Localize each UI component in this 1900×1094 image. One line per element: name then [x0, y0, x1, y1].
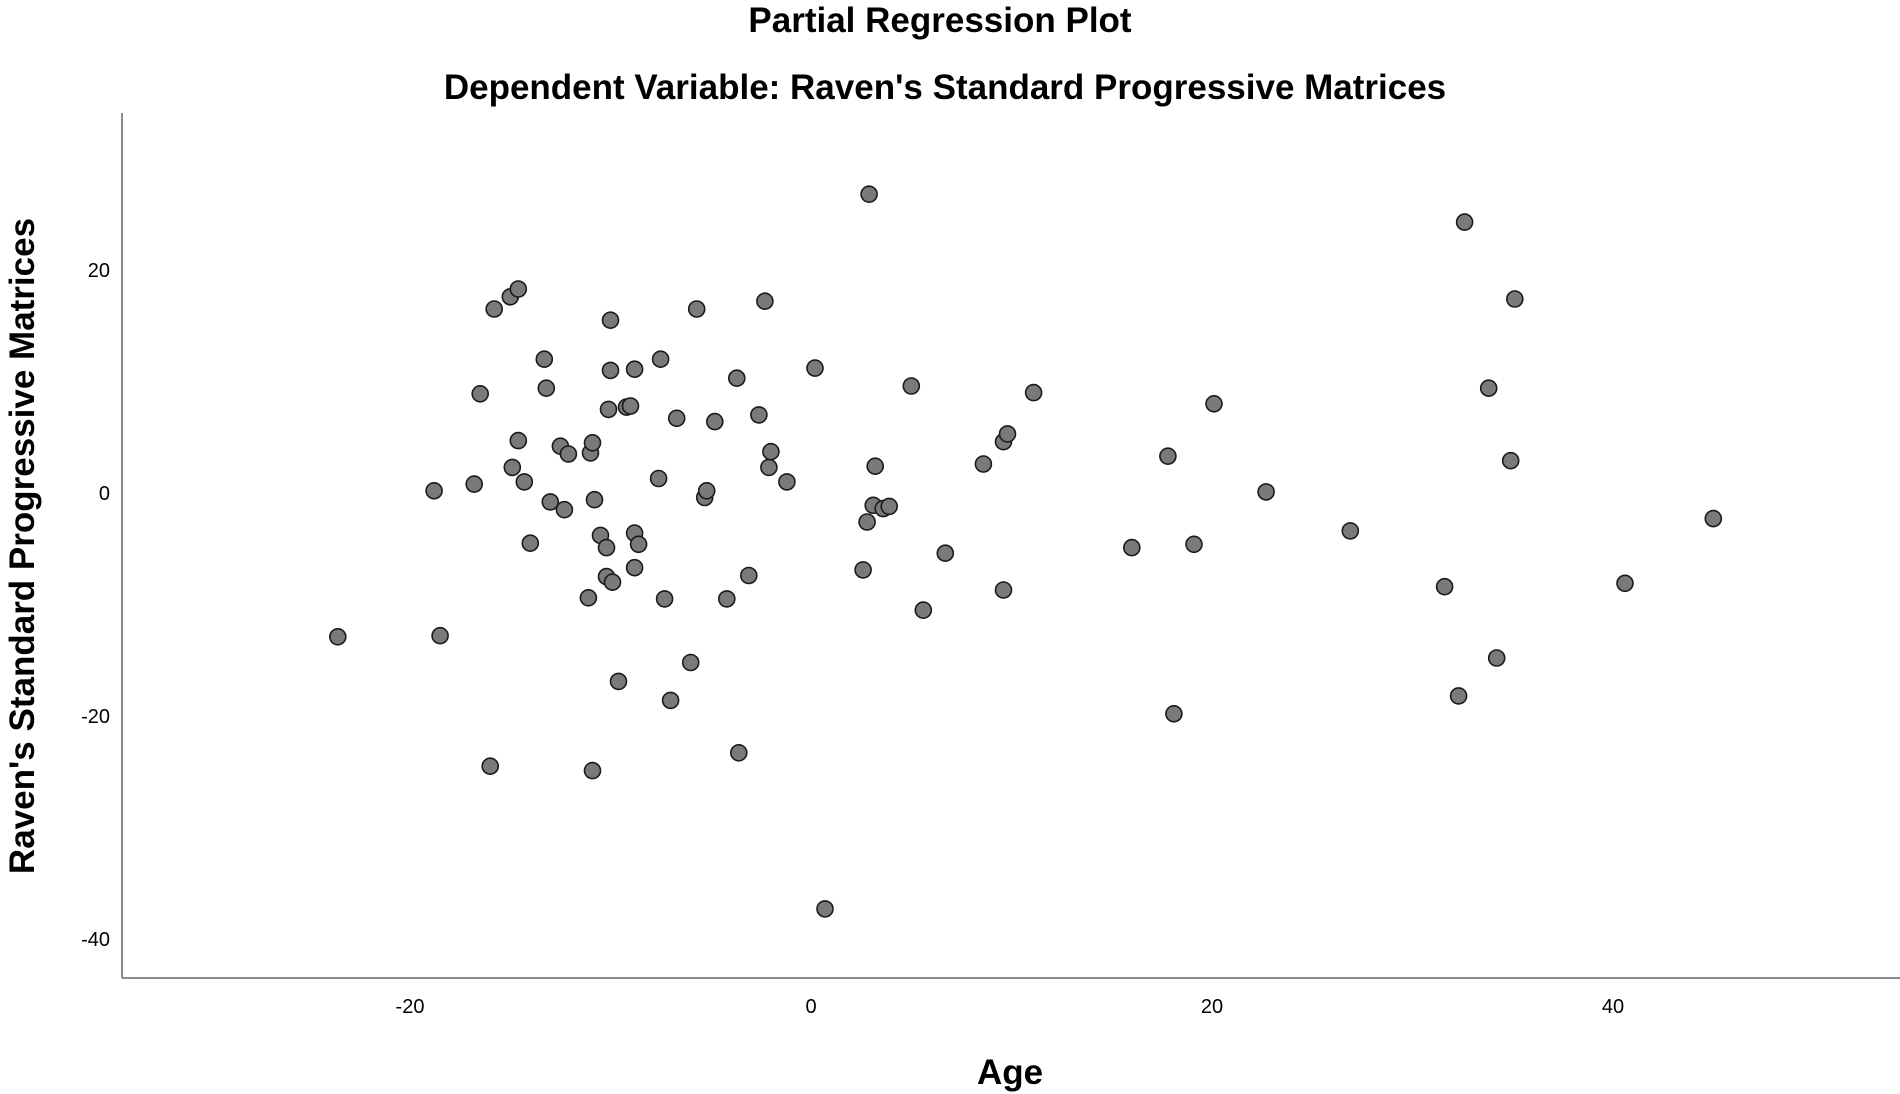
data-point: [1449, 687, 1468, 705]
chart-subtitle: Dependent Variable: Raven's Standard Pro…: [444, 68, 1446, 107]
data-point: [974, 455, 993, 473]
data-point: [629, 535, 648, 554]
data-point: [661, 691, 680, 710]
x-tick-label: -20: [396, 996, 425, 1018]
data-point: [914, 601, 933, 619]
x-axis-label: Age: [977, 1053, 1043, 1092]
data-point: [485, 300, 504, 318]
data-point: [756, 292, 774, 311]
data-point: [625, 558, 644, 577]
x-tick-labels: -20 0 20 40: [396, 996, 1625, 1018]
data-point: [583, 761, 602, 780]
y-axis-label: Raven's Standard Progressive Matrices: [3, 218, 42, 874]
data-point: [521, 534, 540, 553]
data-point: [559, 445, 578, 463]
y-tick-label: -40: [81, 929, 110, 951]
data-point: [1506, 290, 1524, 308]
data-point: [1435, 577, 1454, 596]
data-point: [585, 490, 604, 509]
chart-title: Partial Regression Plot: [748, 1, 1132, 40]
data-point: [705, 412, 724, 431]
y-tick-label: -20: [81, 706, 110, 728]
data-point: [555, 500, 574, 519]
data-point: [1487, 649, 1506, 667]
data-point: [1479, 379, 1498, 398]
data-point: [609, 672, 628, 691]
data-point: [425, 481, 443, 500]
data-point: [1704, 509, 1723, 528]
data-point: [1257, 483, 1275, 501]
data-point: [858, 513, 876, 531]
data-point: [481, 757, 500, 776]
data-point: [601, 311, 620, 330]
data-point: [431, 626, 449, 645]
data-point: [537, 379, 556, 398]
data-point: [509, 280, 528, 298]
data-point: [503, 458, 522, 477]
data-point: [651, 350, 670, 369]
y-tick-label: 20: [88, 260, 110, 282]
x-tick-label: 0: [805, 996, 816, 1018]
data-point: [621, 397, 640, 415]
data-point: [1165, 704, 1183, 723]
data-point: [880, 497, 899, 516]
data-point: [717, 590, 736, 608]
data-points: [328, 185, 1723, 918]
data-point: [998, 425, 1017, 443]
data-point: [681, 653, 700, 672]
data-point: [601, 361, 620, 380]
data-point: [1616, 574, 1634, 593]
data-point: [471, 384, 490, 403]
data-point: [762, 442, 780, 461]
data-point: [328, 627, 347, 646]
data-point: [579, 588, 598, 607]
data-point: [1205, 394, 1223, 413]
data-point: [583, 433, 602, 452]
data-point: [649, 469, 668, 488]
y-tick-labels: -40 -20 0 20: [81, 260, 110, 951]
data-point: [854, 561, 872, 579]
data-point: [739, 566, 758, 585]
data-point: [1455, 213, 1474, 231]
data-point: [860, 185, 878, 203]
data-point: [1185, 535, 1203, 554]
data-point: [816, 900, 834, 918]
data-point: [465, 475, 484, 493]
data-point: [1341, 522, 1360, 540]
data-point: [515, 473, 534, 491]
data-point: [687, 300, 706, 318]
data-point: [866, 457, 885, 476]
data-point: [509, 431, 528, 450]
data-point: [655, 590, 674, 608]
data-point: [994, 581, 1013, 599]
data-point: [1123, 538, 1141, 557]
data-point: [541, 493, 560, 511]
data-point: [1024, 383, 1043, 402]
data-point: [1501, 451, 1520, 470]
x-tick-label: 20: [1201, 996, 1223, 1018]
y-tick-label: 0: [99, 483, 110, 505]
data-point: [667, 409, 686, 428]
data-point: [936, 544, 955, 563]
data-point: [750, 406, 768, 424]
data-point: [697, 481, 716, 500]
data-point: [778, 473, 796, 491]
data-point: [902, 377, 921, 395]
data-point: [760, 458, 778, 477]
data-point: [603, 573, 622, 592]
data-point: [729, 743, 748, 762]
data-point: [597, 538, 616, 557]
data-point: [599, 400, 618, 419]
data-point: [806, 359, 824, 377]
data-point: [1159, 447, 1177, 466]
x-tick-label: 40: [1602, 996, 1624, 1018]
data-point: [625, 360, 644, 379]
data-point: [727, 369, 746, 388]
data-point: [535, 350, 554, 369]
